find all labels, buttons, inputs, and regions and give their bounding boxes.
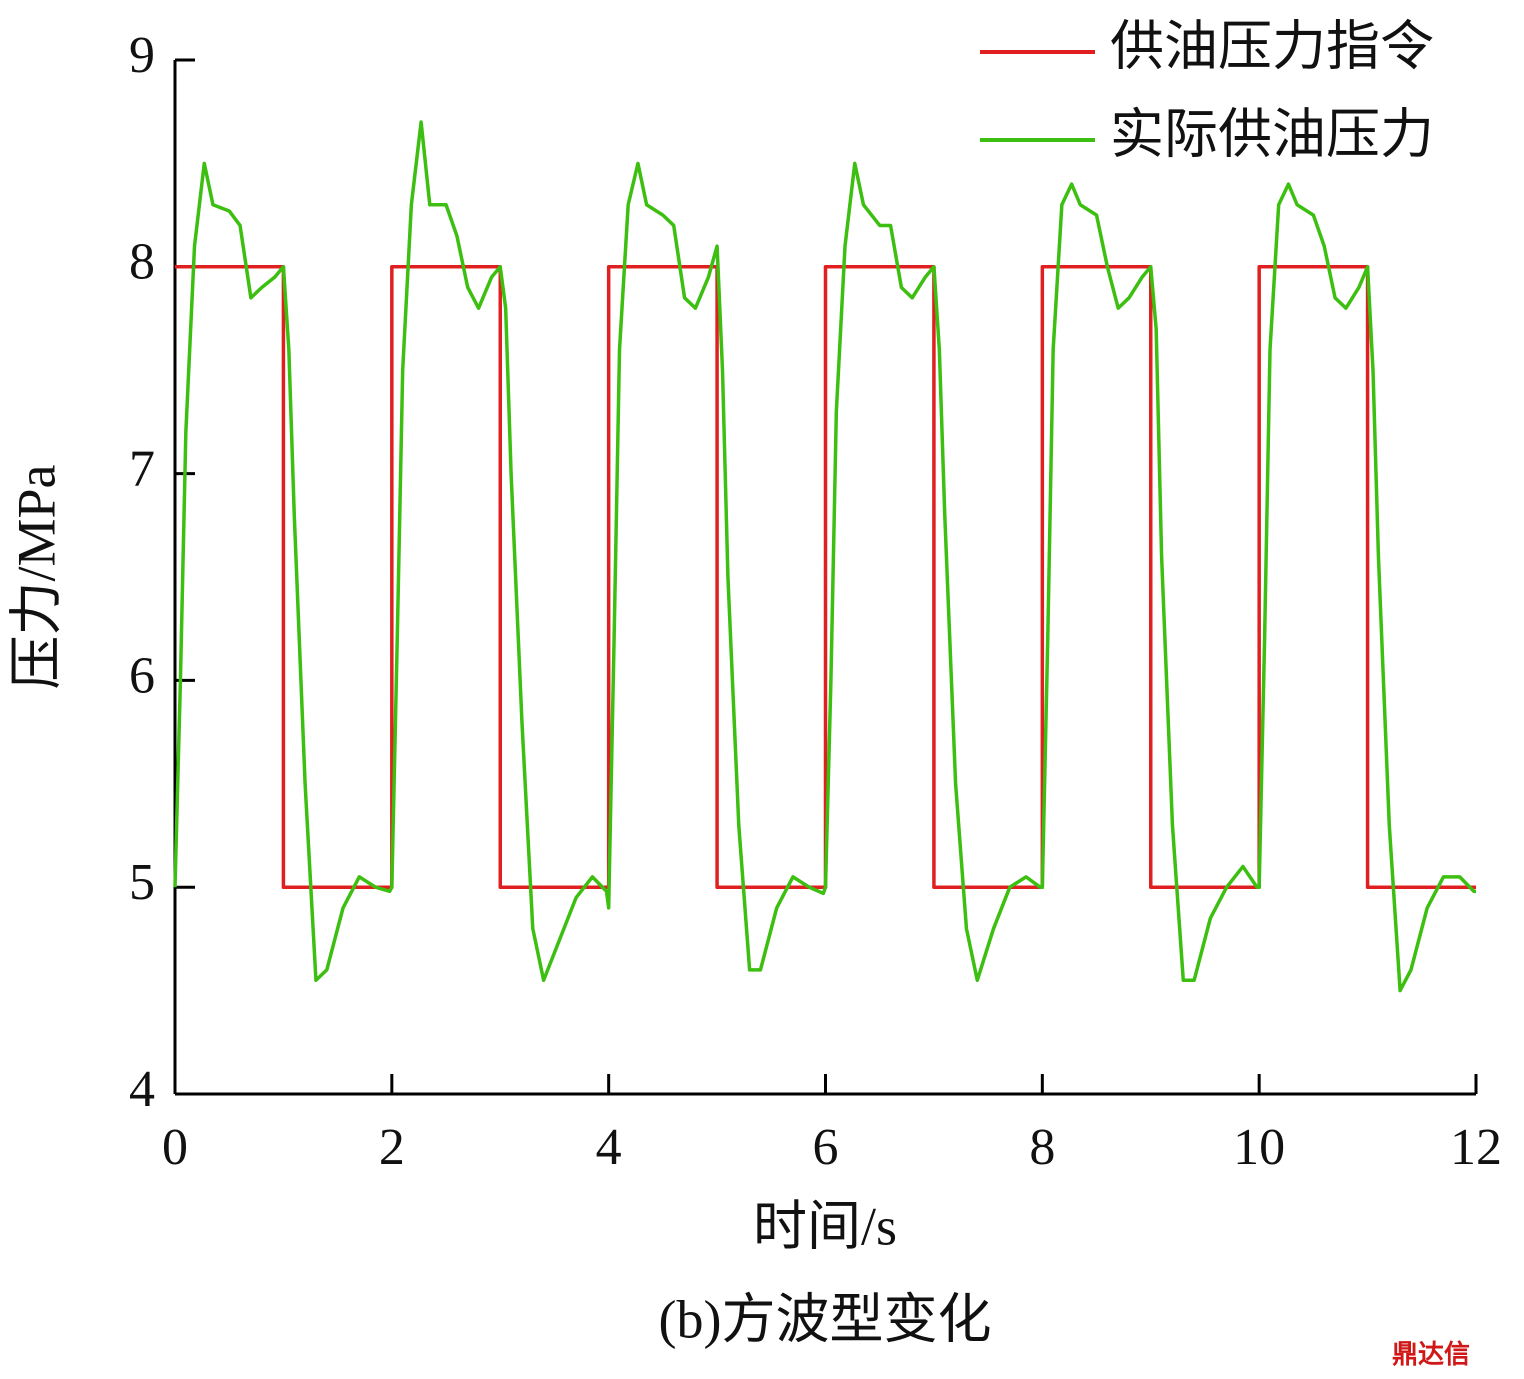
y-tick-label: 5 bbox=[129, 854, 155, 911]
y-tick-label: 4 bbox=[129, 1061, 155, 1118]
y-tick-label: 6 bbox=[129, 647, 155, 704]
series-line bbox=[175, 265, 1476, 889]
x-tick-label: 12 bbox=[1450, 1119, 1502, 1176]
legend-label: 实际供油压力 bbox=[1110, 104, 1434, 164]
x-tick-label: 2 bbox=[379, 1119, 405, 1176]
x-tick-label: 10 bbox=[1233, 1119, 1285, 1176]
x-axis-label: 时间/s bbox=[753, 1196, 897, 1256]
y-tick-label: 8 bbox=[129, 234, 155, 291]
x-tick-label: 0 bbox=[162, 1119, 188, 1176]
y-tick-label: 7 bbox=[129, 441, 155, 498]
legend-label: 供油压力指令 bbox=[1110, 16, 1434, 76]
y-tick-label: 9 bbox=[129, 27, 155, 84]
x-tick-label: 8 bbox=[1029, 1119, 1055, 1176]
watermark: 鼎达信 bbox=[1392, 1340, 1470, 1369]
caption: (b)方波型变化 bbox=[659, 1289, 992, 1349]
x-tick-label: 6 bbox=[813, 1119, 839, 1176]
x-tick-label: 4 bbox=[596, 1119, 622, 1176]
y-axis-label: 压力/MPa bbox=[6, 464, 66, 689]
series-line bbox=[173, 120, 1476, 993]
